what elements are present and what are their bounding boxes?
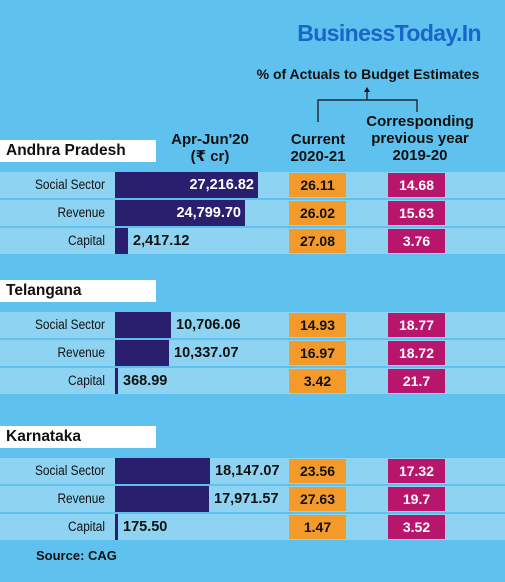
amount-bar [115, 312, 171, 338]
current-percent-box: 26.11 [289, 173, 346, 197]
row-category-label: Capital [68, 233, 105, 248]
previous-percent-box: 18.77 [388, 313, 445, 337]
amount-bar [115, 228, 128, 254]
amount-label: 24,799.70 [176, 205, 241, 221]
header-amount-line2: (₹ cr) [190, 148, 230, 165]
current-percent-box: 23.56 [289, 459, 346, 483]
current-percent-box: 27.63 [289, 487, 346, 511]
current-percent-box: 16.97 [289, 341, 346, 365]
amount-bar [115, 486, 209, 512]
row-category-label: Social Sector [34, 317, 105, 332]
state-label-andhra-pradesh: Andhra Pradesh [0, 140, 156, 162]
amount-label: 10,706.06 [176, 317, 241, 333]
amount-bar [115, 340, 169, 366]
amount-label: 10,337.07 [174, 345, 239, 361]
row-category-label: Social Sector [34, 463, 105, 478]
current-percent-box: 26.02 [289, 201, 346, 225]
header-previous-line2: previous year [371, 130, 469, 147]
amount-label: 368.99 [123, 373, 168, 389]
header-current-line2: 2020-21 [290, 148, 346, 165]
state-label-telangana: Telangana [0, 280, 156, 302]
previous-percent-box: 15.63 [388, 201, 445, 225]
table-row: Social Sector 27,216.82 26.11 14.68 [0, 172, 505, 198]
header-amount: Apr-Jun'20 (₹ cr) [150, 131, 270, 165]
table-row: Capital 368.99 3.42 21.7 [0, 368, 505, 394]
current-percent-box: 14.93 [289, 313, 346, 337]
table-row: Revenue 17,971.57 27.63 19.7 [0, 486, 505, 512]
amount-label: 17,971.57 [214, 491, 279, 507]
previous-percent-box: 18.72 [388, 341, 445, 365]
amount-bar [115, 514, 118, 540]
table-row: Social Sector 18,147.07 23.56 17.32 [0, 458, 505, 484]
state-label-karnataka: Karnataka [0, 426, 156, 448]
source-note: Source: CAG [36, 548, 117, 563]
table-row: Revenue 24,799.70 26.02 15.63 [0, 200, 505, 226]
row-category-label: Revenue [57, 491, 105, 506]
row-category-label: Capital [68, 373, 105, 388]
current-percent-box: 27.08 [289, 229, 346, 253]
amount-label: 175.50 [123, 519, 168, 535]
table-row: Revenue 10,337.07 16.97 18.72 [0, 340, 505, 366]
previous-percent-box: 3.52 [388, 515, 445, 539]
table-row: Capital 2,417.12 27.08 3.76 [0, 228, 505, 254]
table-row: Capital 175.50 1.47 3.52 [0, 514, 505, 540]
header-previous-line1: Corresponding [366, 113, 474, 130]
amount-label: 18,147.07 [215, 463, 280, 479]
previous-percent-box: 21.7 [388, 369, 445, 393]
previous-percent-box: 14.68 [388, 173, 445, 197]
header-previous-line3: 2019-20 [392, 147, 448, 164]
amount-label: 2,417.12 [133, 233, 190, 249]
row-category-label: Social Sector [34, 177, 105, 192]
previous-percent-box: 3.76 [388, 229, 445, 253]
amount-label: 27,216.82 [189, 177, 254, 193]
row-category-label: Capital [68, 519, 105, 534]
amount-bar [115, 172, 258, 198]
row-category-label: Revenue [57, 345, 105, 360]
header-amount-line1: Apr-Jun'20 [171, 131, 249, 148]
current-percent-box: 1.47 [289, 515, 346, 539]
row-category-label: Revenue [57, 205, 105, 220]
header-current: Current 2020-21 [278, 131, 358, 165]
previous-percent-box: 19.7 [388, 487, 445, 511]
table-row: Social Sector 10,706.06 14.93 18.77 [0, 312, 505, 338]
header-current-line1: Current [290, 131, 346, 148]
header-previous: Corresponding previous year 2019-20 [360, 113, 480, 164]
amount-bar [115, 368, 118, 394]
amount-bar [115, 458, 210, 484]
current-percent-box: 3.42 [289, 369, 346, 393]
brand-logo: BusinessToday.In [297, 20, 481, 46]
amount-bar [115, 200, 245, 226]
previous-percent-box: 17.32 [388, 459, 445, 483]
chart-subtitle: % of Actuals to Budget Estimates [256, 66, 480, 82]
